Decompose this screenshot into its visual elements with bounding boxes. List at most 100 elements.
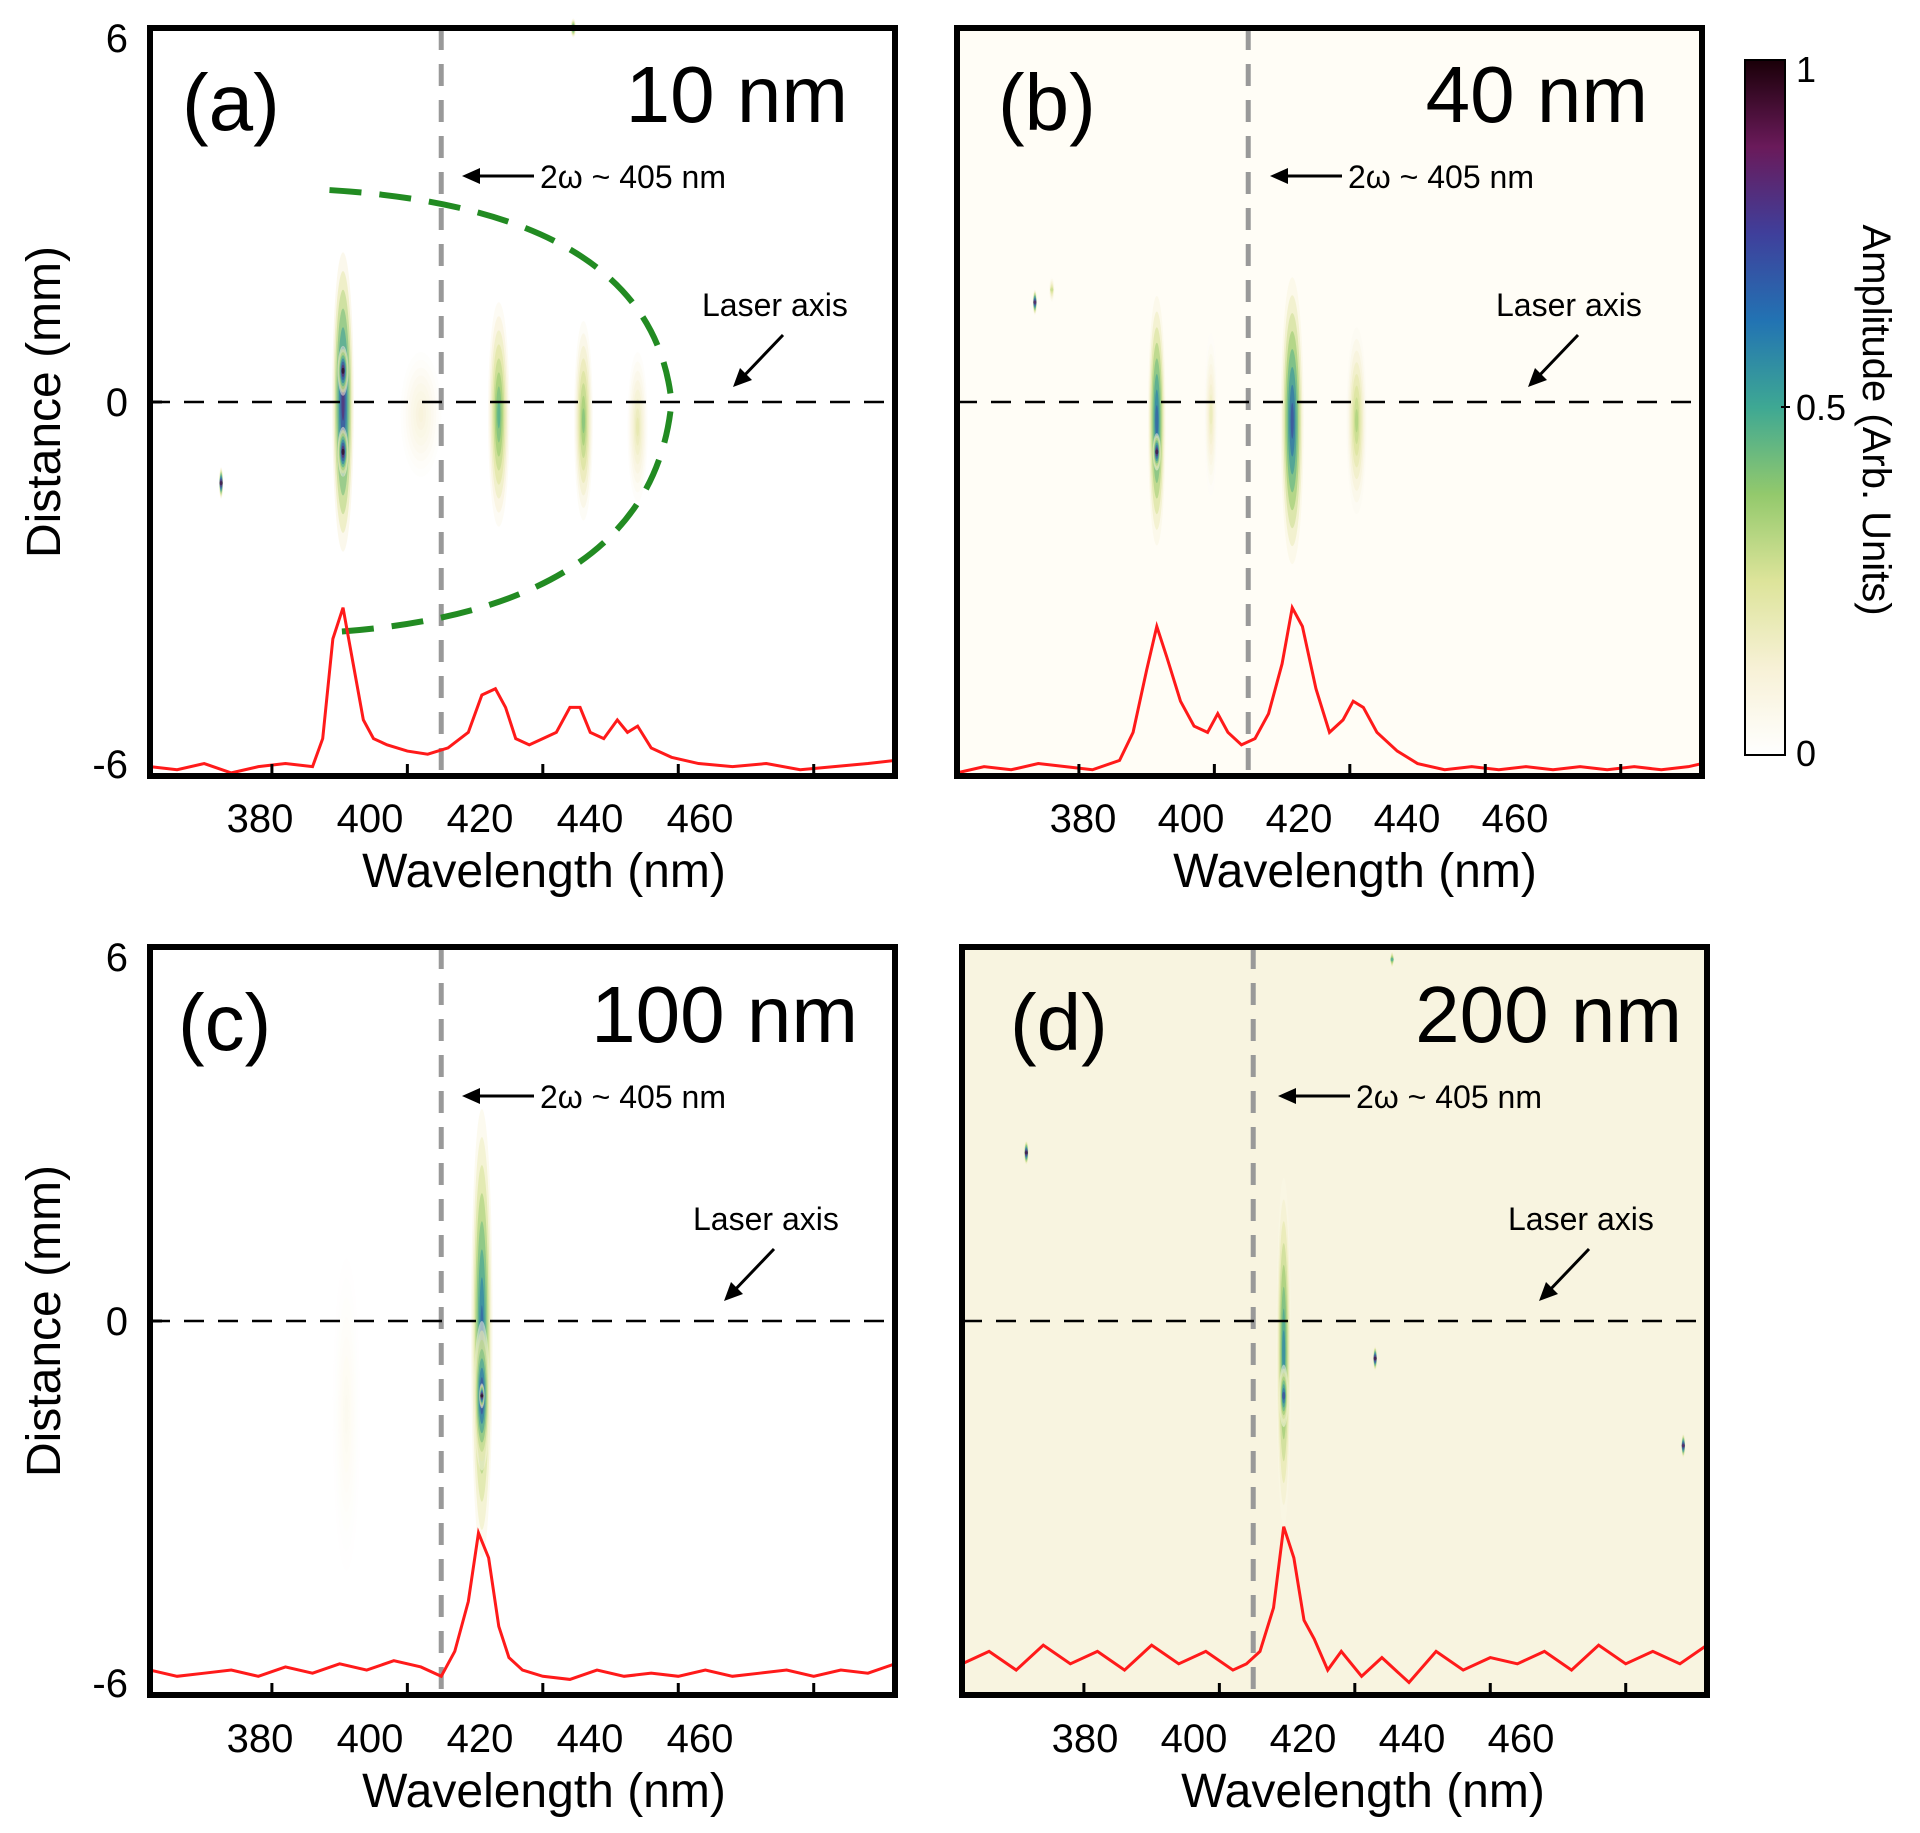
y-tick-marks	[150, 945, 162, 1697]
heat-spot-5-layer-7	[636, 417, 640, 437]
heat-spot-4-layer-7	[581, 408, 585, 434]
y-axis-title: Distance (mm)	[18, 1165, 71, 1477]
thickness-label: 40 nm	[1426, 50, 1648, 139]
colorbar-tick-label-1: 1	[1796, 49, 1816, 90]
panel-label: (b)	[998, 58, 1096, 147]
laser-axis-arrowhead	[1528, 368, 1547, 387]
annotation-2w: 2ω ~ 405 nm	[540, 159, 726, 195]
x-tick-label-420: 420	[447, 1717, 514, 1761]
heat-spot-1-layer-7	[1282, 1391, 1286, 1400]
heat-spot-1-layer-7	[341, 367, 345, 374]
laser-axis-arrow	[729, 1247, 776, 1296]
thickness-label: 10 nm	[626, 50, 848, 139]
x-tick-label-380: 380	[227, 797, 294, 841]
x-axis-title: Wavelength (nm)	[1181, 1765, 1545, 1818]
x-tick-label-420: 420	[447, 797, 514, 841]
panel-c: 380 400 420 440 460 6 0 -6 Wavelength (n…	[18, 936, 898, 1818]
heat-spot-3-layer-7	[344, 1395, 349, 1434]
heatmap-spots	[219, 18, 648, 552]
colorbar-title: Amplitude (Arb. Units)	[1854, 224, 1898, 615]
annotation-arrowhead	[1270, 168, 1288, 184]
y-tick-label-6: 6	[106, 936, 128, 980]
spectrum-line	[149, 1527, 896, 1681]
annotation-arrowhead	[1278, 1088, 1296, 1104]
panel-a: 380 400 420 440 460 6 0 -6 Wavelength (n…	[18, 17, 898, 898]
x-tick-label-400: 400	[1161, 1717, 1228, 1761]
heatmap-spots	[332, 1109, 493, 1571]
x-tick-label-380: 380	[227, 1717, 294, 1761]
laser-axis-arrow	[738, 333, 785, 382]
y-tick-label-0: 0	[106, 381, 128, 425]
laser-axis-label: Laser axis	[693, 1201, 839, 1237]
heat-spot-2-layer-7	[480, 1394, 484, 1398]
heat-spot-4-layer-7	[1355, 409, 1359, 433]
x-tick-marks	[1077, 764, 1623, 776]
x-tick-label-380: 380	[1052, 1717, 1119, 1761]
laser-axis-label: Laser axis	[1508, 1201, 1654, 1237]
x-tick-label-440: 440	[557, 797, 624, 841]
heatmap-spots	[1032, 277, 1367, 565]
x-tick-label-420: 420	[1266, 797, 1333, 841]
y-tick-label-6: 6	[106, 17, 128, 61]
annotation-2w: 2ω ~ 405 nm	[1348, 159, 1534, 195]
heat-spot-7-layer-7	[219, 481, 223, 485]
panel-label: (d)	[1010, 978, 1108, 1067]
x-axis-title: Wavelength (nm)	[362, 1765, 726, 1818]
panel-label: (c)	[178, 978, 271, 1067]
x-tick-label-460: 460	[1482, 797, 1549, 841]
plot-frame	[959, 944, 1710, 1698]
y-tick-label-minus6: -6	[92, 743, 128, 787]
x-axis-title: Wavelength (nm)	[362, 845, 726, 898]
annotation-arrowhead	[462, 168, 480, 184]
x-tick-marks	[1082, 1683, 1628, 1695]
x-tick-label-400: 400	[337, 797, 404, 841]
annotation-2w: 2ω ~ 405 nm	[540, 1079, 726, 1115]
heat-spot-5-layer-7	[1390, 957, 1394, 961]
spectrum-line	[956, 603, 1703, 775]
x-tick-label-420: 420	[1270, 1717, 1337, 1761]
spectrum-line	[149, 607, 896, 775]
y-tick-label-minus6: -6	[92, 1662, 128, 1706]
laser-axis-arrowhead	[733, 368, 752, 387]
thickness-label: 200 nm	[1415, 970, 1682, 1059]
laser-axis-label: Laser axis	[702, 287, 848, 323]
colorbar: 1 0.5 0 Amplitude (Arb. Units)	[1744, 49, 1898, 774]
x-tick-label-400: 400	[1158, 797, 1225, 841]
annotation-2w: 2ω ~ 405 nm	[1356, 1079, 1542, 1115]
annotation-arrowhead	[462, 1088, 480, 1104]
heat-spot-3-layer-7	[1373, 1356, 1377, 1360]
colorbar-tick-label-0: 0	[1796, 733, 1816, 774]
colorbar-tick-label-0.5: 0.5	[1796, 387, 1846, 428]
x-tick-label-380: 380	[1050, 797, 1117, 841]
heat-spot-3-layer-7	[1290, 402, 1294, 439]
heat-spot-0-layer-7	[1155, 405, 1159, 437]
panel-b: 380 400 420 440 460 Wavelength (nm) (b) …	[954, 25, 1705, 898]
heat-spot-2-layer-7	[341, 448, 345, 455]
heat-spot-1-layer-7	[1155, 449, 1159, 455]
laser-axis-arrowhead	[1539, 1282, 1558, 1301]
heat-spot-3-layer-7	[497, 400, 501, 429]
panel-d: 380 400 420 440 460 Wavelength (nm) (d) …	[959, 944, 1710, 1818]
heat-spot-6-layer-7	[418, 406, 424, 423]
heat-spot-0-layer-7	[1282, 1330, 1286, 1374]
x-tick-label-440: 440	[557, 1717, 624, 1761]
laser-axis-arrowhead	[724, 1282, 743, 1301]
x-tick-label-400: 400	[337, 1717, 404, 1761]
heatmap-spots	[1023, 950, 1686, 1527]
thickness-label: 100 nm	[591, 970, 858, 1059]
y-tick-label-0: 0	[106, 1300, 128, 1344]
x-tick-label-460: 460	[667, 797, 734, 841]
x-tick-marks	[270, 1683, 816, 1695]
y-tick-marks	[150, 26, 162, 778]
x-tick-label-440: 440	[1379, 1717, 1446, 1761]
panel-label: (a)	[182, 58, 280, 147]
x-tick-label-460: 460	[1488, 1717, 1555, 1761]
heat-spot-5-layer-7	[1033, 300, 1037, 304]
y-axis-title: Distance (mm)	[18, 246, 71, 558]
laser-axis-arrow	[1544, 1247, 1591, 1296]
laser-axis-arrow	[1533, 333, 1580, 382]
x-tick-marks	[270, 764, 816, 776]
plot-frame	[954, 25, 1705, 779]
parabola-envelope	[325, 187, 675, 636]
